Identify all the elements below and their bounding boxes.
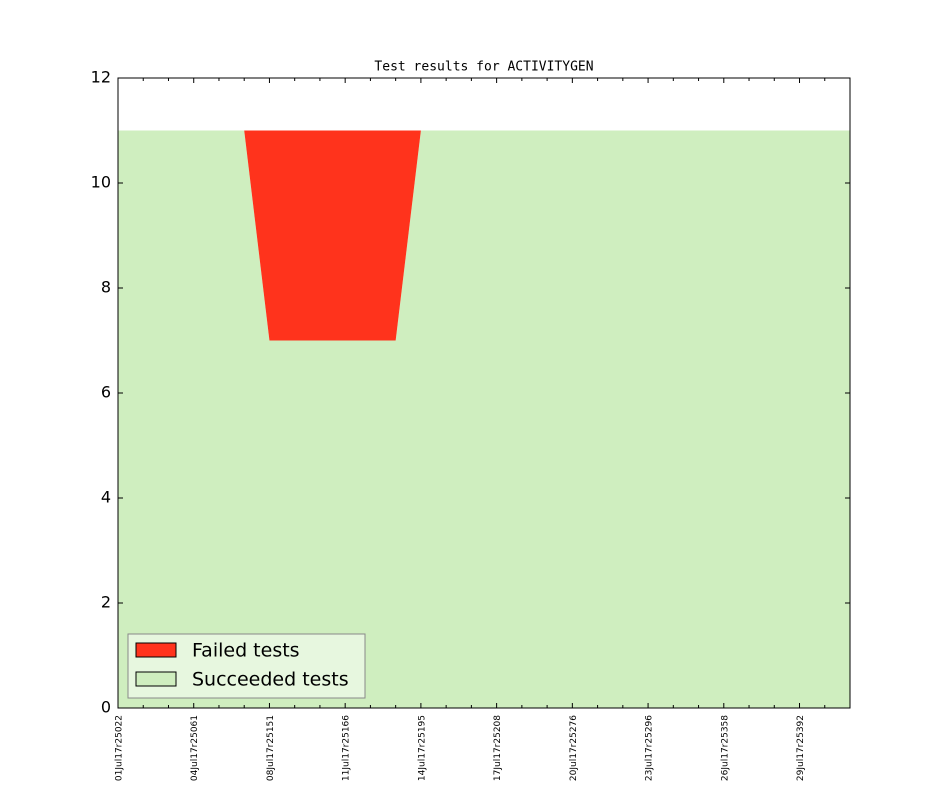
legend-label: Failed tests (192, 640, 300, 662)
x-tick-group: 04Jul17r25061 (190, 715, 200, 781)
y-tick-label: 12 (91, 68, 111, 87)
x-tick-label: 20Jul17r25276 (569, 715, 579, 781)
area (118, 130, 850, 708)
y-tick-label: 2 (101, 593, 111, 612)
x-tick-label: 29Jul17r25392 (796, 715, 806, 781)
y-tick-label: 10 (91, 173, 111, 192)
x-tick-label: 11Jul17r25166 (342, 715, 352, 781)
x-tick-label: 17Jul17r25208 (493, 715, 503, 781)
x-tick-label: 01Jul17r25022 (115, 715, 125, 781)
legend-swatch (135, 671, 177, 687)
x-tick-label: 23Jul17r25296 (645, 715, 655, 781)
x-tick-group: 17Jul17r25208 (493, 715, 503, 781)
y-tick-label: 4 (101, 488, 111, 507)
legend-label: Succeeded tests (192, 669, 349, 691)
y-tick-label: 0 (101, 698, 111, 717)
x-tick-label: 08Jul17r25151 (266, 715, 276, 781)
x-tick-group: 23Jul17r25296 (645, 715, 655, 781)
y-tick-label: 8 (101, 278, 111, 297)
x-tick-group: 26Jul17r25358 (720, 715, 730, 781)
x-tick-group: 20Jul17r25276 (569, 715, 579, 781)
legend-swatch (135, 642, 177, 658)
x-tick-label: 14Jul17r25195 (417, 715, 427, 781)
x-tick-label: 26Jul17r25358 (720, 715, 730, 781)
x-tick-group: 14Jul17r25195 (417, 715, 427, 781)
x-tick-group: 01Jul17r25022 (115, 715, 125, 781)
x-tick-group: 08Jul17r25151 (266, 715, 276, 781)
area (118, 130, 850, 341)
x-tick-group: 11Jul17r25166 (342, 715, 352, 781)
x-tick-group: 29Jul17r25392 (796, 715, 806, 781)
chart-title: Test results for ACTIVITYGEN (374, 60, 593, 75)
y-tick-label: 6 (101, 383, 111, 402)
x-tick-label: 04Jul17r25061 (190, 715, 200, 781)
